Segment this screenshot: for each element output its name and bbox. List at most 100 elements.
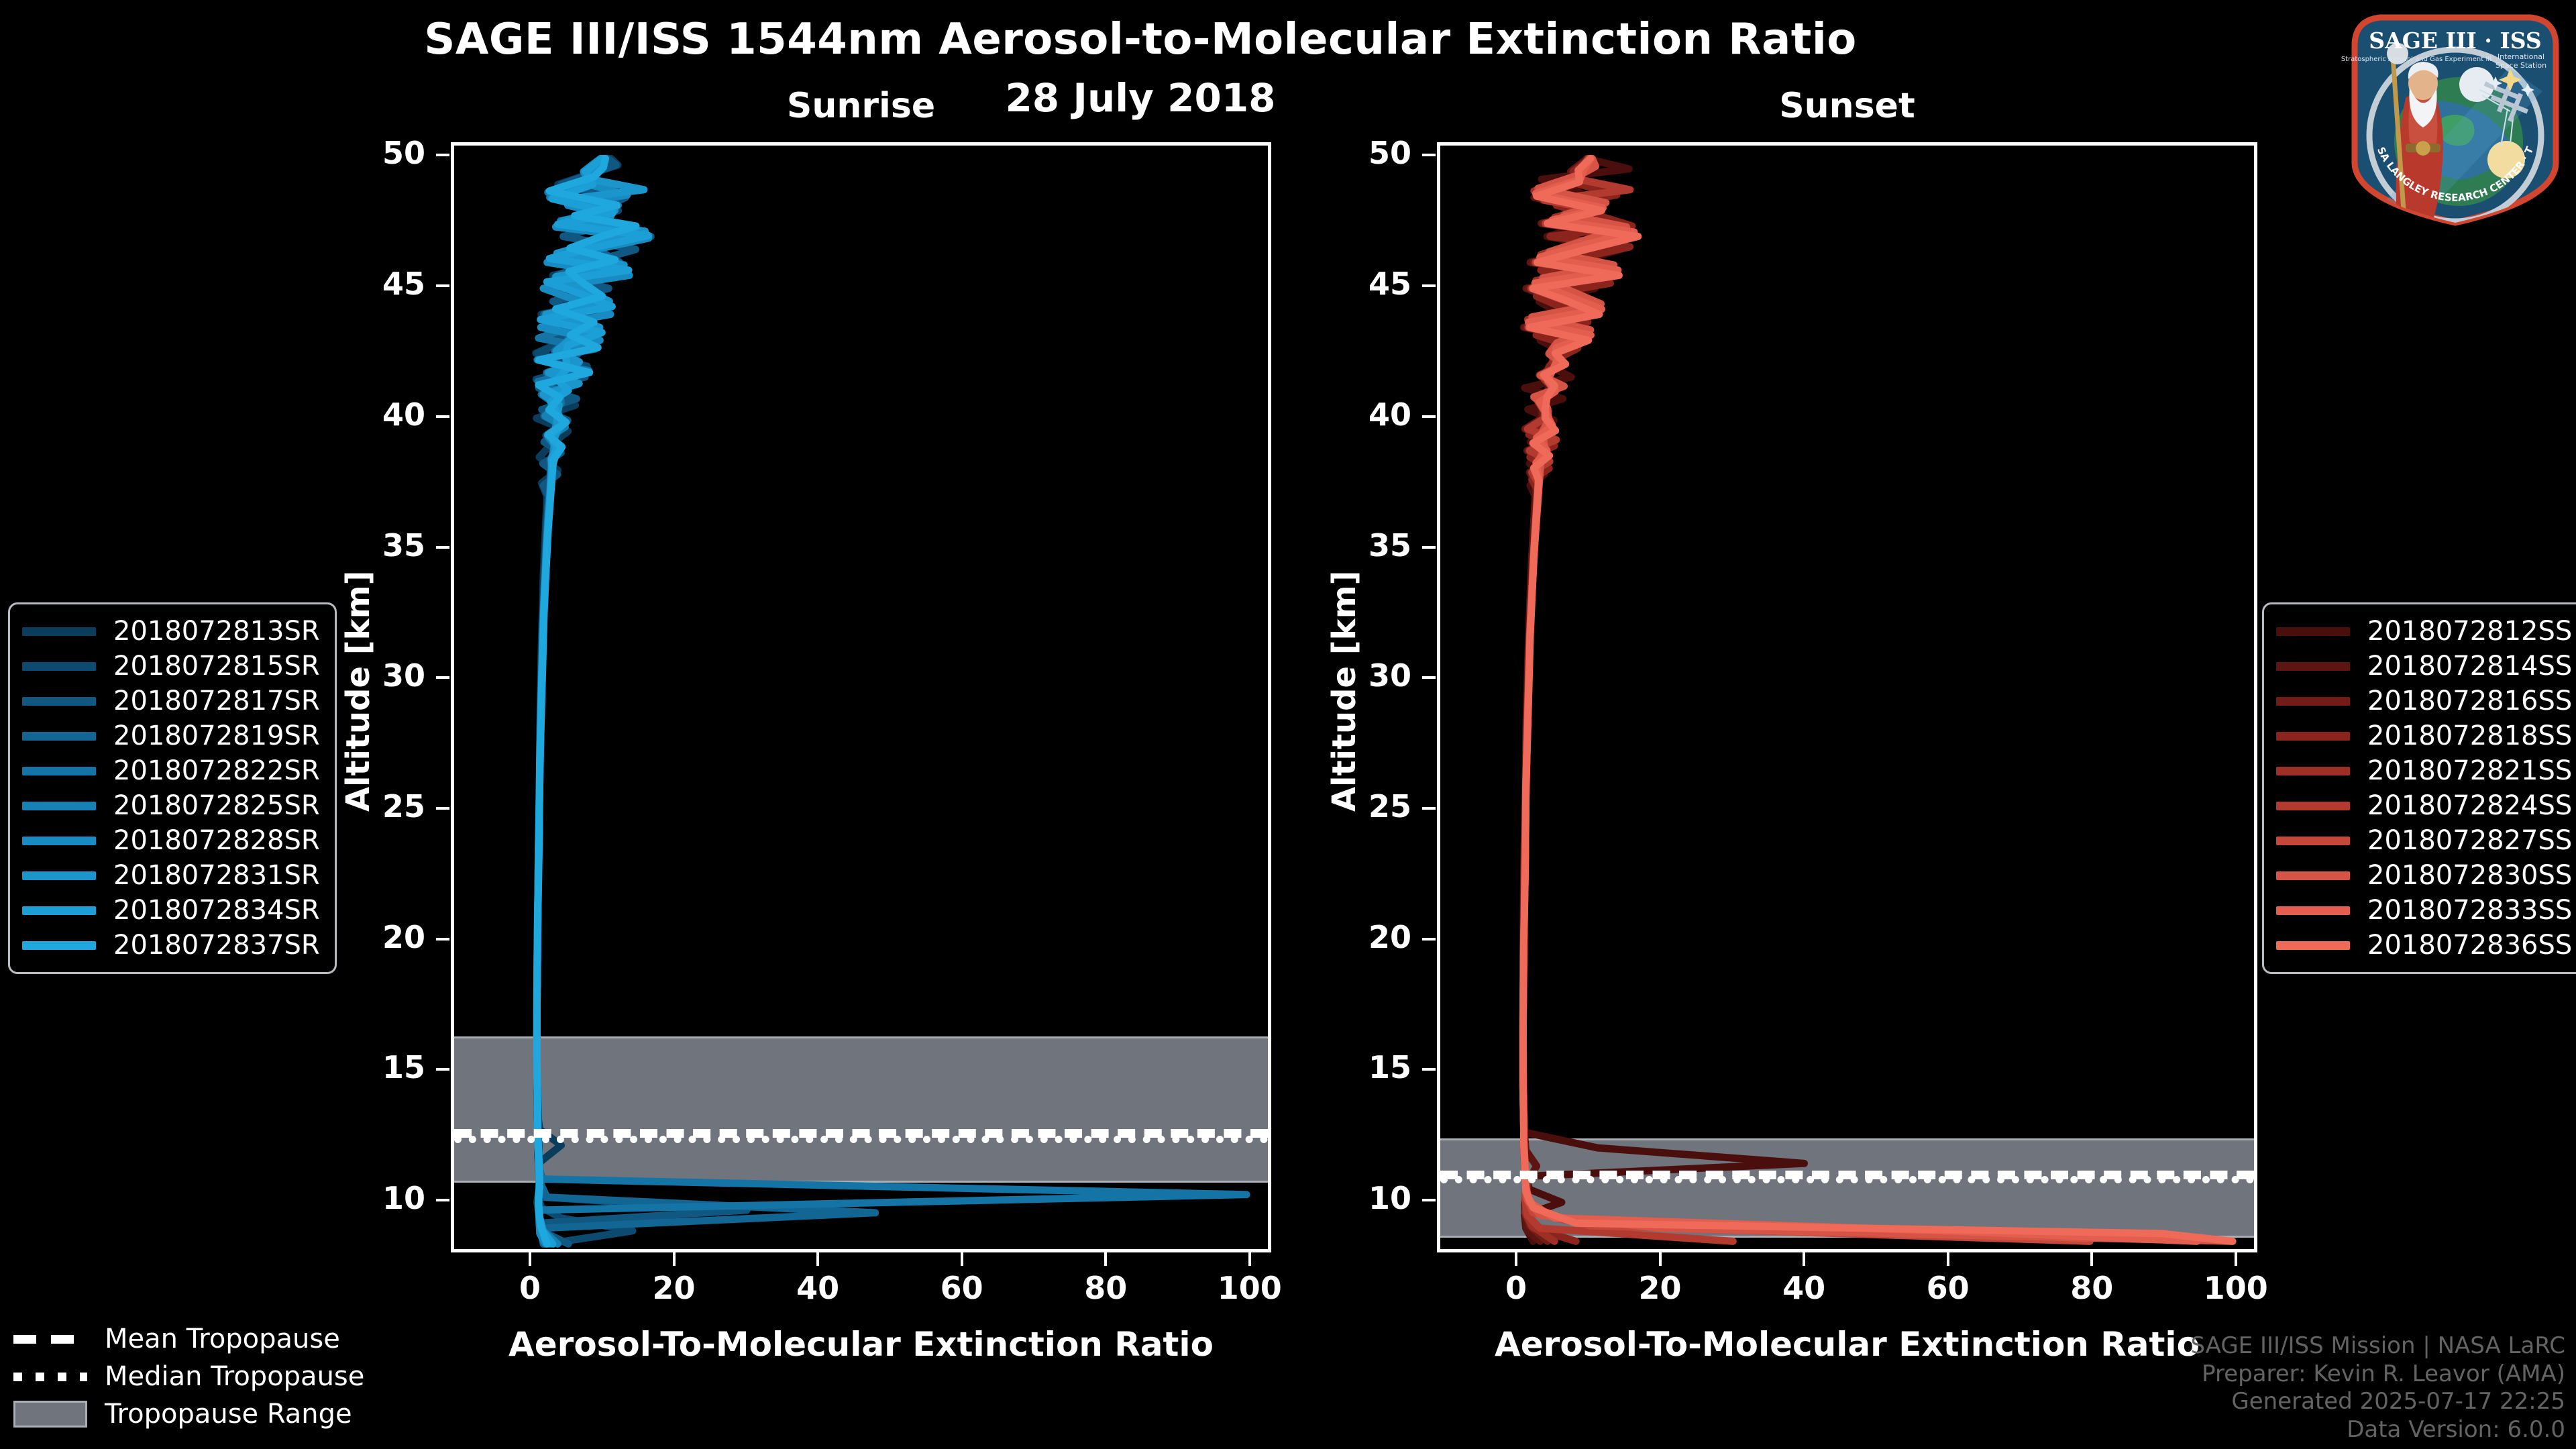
y-tick-mark bbox=[1422, 807, 1436, 810]
legend-sunrise-item: 2018072831SR bbox=[22, 858, 320, 893]
legend-color-swatch bbox=[22, 941, 96, 950]
legend-sunrise-item: 2018072813SR bbox=[22, 614, 320, 649]
credit-data-version: Data Version: 6.0.0 bbox=[2347, 1415, 2565, 1443]
dashed-line-icon bbox=[13, 1334, 87, 1344]
profile-series-group bbox=[532, 154, 1250, 1248]
legend-color-swatch bbox=[22, 801, 96, 810]
x-tick-mark bbox=[960, 1252, 963, 1266]
x-tick-label: 60 bbox=[940, 1270, 983, 1306]
y-tick-label: 45 bbox=[382, 266, 425, 303]
legend-sunset-item: 2018072821SS bbox=[2276, 753, 2572, 788]
y-tick-mark bbox=[1422, 284, 1436, 288]
legend-color-swatch bbox=[2276, 801, 2350, 810]
legend-label: 2018072822SR bbox=[113, 755, 320, 786]
legend-color-swatch bbox=[2276, 696, 2350, 706]
y-tick-mark bbox=[1422, 415, 1436, 418]
legend-sunrise-item: 2018072834SR bbox=[22, 893, 320, 928]
legend-sunrise-item: 2018072815SR bbox=[22, 649, 320, 684]
logo-ring bbox=[2366, 46, 2544, 223]
legend-sunset: 2018072812SS 2018072814SS 2018072816SS 2018… bbox=[2262, 602, 2576, 974]
logo-sun bbox=[2487, 141, 2525, 178]
legend-sunset-item: 2018072812SS bbox=[2276, 614, 2572, 649]
date-subtitle: 28 July 2018 bbox=[1005, 75, 1276, 121]
y-tick-label: 35 bbox=[1368, 527, 1411, 564]
y-tick-label: 10 bbox=[382, 1180, 425, 1217]
sunset-panel-title: Sunset bbox=[1779, 86, 1915, 126]
profile-line bbox=[533, 154, 1250, 1248]
y-tick-label: 40 bbox=[382, 396, 425, 433]
logo-title: SAGE III · ISS bbox=[2369, 28, 2541, 54]
x-tick-mark bbox=[672, 1252, 676, 1266]
legend-sunset-item: 2018072816SS bbox=[2276, 684, 2572, 718]
y-tick-mark bbox=[1422, 1199, 1436, 1202]
legend-label: 2018072830SS bbox=[2367, 860, 2573, 891]
x-tick-label: 40 bbox=[796, 1270, 840, 1306]
legend-color-swatch bbox=[22, 696, 96, 706]
y-tick-mark bbox=[1422, 1068, 1436, 1071]
legend-color-swatch bbox=[22, 871, 96, 880]
legend-color-swatch bbox=[2276, 836, 2350, 845]
tropopause-range-band bbox=[454, 1036, 1268, 1183]
y-tick-mark bbox=[1422, 937, 1436, 941]
x-tick-label: 40 bbox=[1782, 1270, 1826, 1306]
y-tick-label: 30 bbox=[382, 657, 425, 694]
x-tick-mark bbox=[529, 1252, 531, 1266]
x-tick-mark bbox=[2090, 1252, 2094, 1266]
y-tick-label: 25 bbox=[1368, 788, 1411, 824]
legend-label: 2018072821SS bbox=[2367, 755, 2573, 786]
legend-color-swatch bbox=[2276, 731, 2350, 741]
band-swatch-icon bbox=[13, 1401, 87, 1428]
sunrise-panel-title: Sunrise bbox=[786, 86, 936, 126]
logo-continent bbox=[2440, 115, 2475, 146]
legend-item-median-tropopause: Median Tropopause bbox=[13, 1358, 364, 1395]
sunset-plot-area bbox=[1437, 142, 2257, 1252]
legend-color-swatch bbox=[22, 627, 96, 636]
legend-label: 2018072816SS bbox=[2367, 686, 2573, 716]
x-tick-mark bbox=[1658, 1252, 1662, 1266]
x-axis-label-sunrise: Aerosol-To-Molecular Extinction Ratio bbox=[508, 1325, 1214, 1364]
legend-sunset-item: 2018072827SS bbox=[2276, 823, 2572, 858]
legend-tropopause: Mean Tropopause Median Tropopause Tropop… bbox=[13, 1320, 364, 1433]
legend-label: 2018072813SR bbox=[113, 616, 320, 647]
x-tick-label: 80 bbox=[1084, 1270, 1128, 1306]
x-tick-label: 0 bbox=[1505, 1270, 1527, 1306]
legend-sunset-item: 2018072818SS bbox=[2276, 718, 2572, 753]
y-tick-label: 50 bbox=[1368, 135, 1411, 172]
legend-label: 2018072831SR bbox=[113, 860, 320, 891]
legend-label: 2018072836SS bbox=[2367, 930, 2573, 961]
y-tick-label: 35 bbox=[382, 527, 425, 564]
legend-label: 2018072828SR bbox=[113, 825, 320, 856]
y-tick-mark bbox=[1422, 154, 1436, 157]
y-tick-label: 25 bbox=[382, 788, 425, 824]
legend-sunset-item: 2018072830SS bbox=[2276, 858, 2572, 893]
x-axis-label-sunset: Aerosol-To-Molecular Extinction Ratio bbox=[1495, 1325, 2200, 1364]
y-tick-mark bbox=[436, 937, 449, 941]
logo-iss bbox=[2483, 81, 2529, 122]
legend-color-swatch bbox=[22, 766, 96, 775]
legend-label: 2018072812SS bbox=[2367, 616, 2573, 647]
y-tick-label: 20 bbox=[1368, 918, 1411, 955]
logo-subtitle-left: Stratospheric Aerosol and Gas Experiment… bbox=[2341, 56, 2491, 63]
legend-sunrise-item: 2018072828SR bbox=[22, 823, 320, 858]
logo-stars bbox=[2489, 68, 2534, 97]
legend-color-swatch bbox=[22, 906, 96, 915]
x-tick-label: 20 bbox=[652, 1270, 696, 1306]
legend-item-mean-tropopause: Mean Tropopause bbox=[13, 1320, 364, 1358]
legend-label-tropopause-range: Tropopause Range bbox=[105, 1399, 352, 1430]
logo-sage-figure bbox=[2387, 43, 2443, 223]
x-tick-label: 100 bbox=[1217, 1270, 1282, 1306]
legend-label: 2018072834SR bbox=[113, 895, 320, 926]
x-tick-mark bbox=[2234, 1252, 2237, 1266]
y-tick-mark bbox=[436, 1068, 449, 1071]
legend-sunrise-item: 2018072837SR bbox=[22, 928, 320, 963]
y-tick-label: 15 bbox=[382, 1049, 425, 1086]
page-title: SAGE III/ISS 1544nm Aerosol-to-Molecular… bbox=[424, 15, 1857, 64]
legend-color-swatch bbox=[2276, 941, 2350, 950]
legend-color-swatch bbox=[2276, 906, 2350, 915]
legend-sunrise: 2018072813SR 2018072815SR 2018072817SR 2018… bbox=[8, 602, 337, 974]
sunrise-plot-area bbox=[451, 142, 1271, 1252]
y-tick-mark bbox=[436, 545, 449, 549]
x-tick-mark bbox=[1248, 1252, 1251, 1266]
profile-series-group bbox=[1519, 154, 2237, 1245]
legend-label: 2018072815SR bbox=[113, 651, 320, 682]
